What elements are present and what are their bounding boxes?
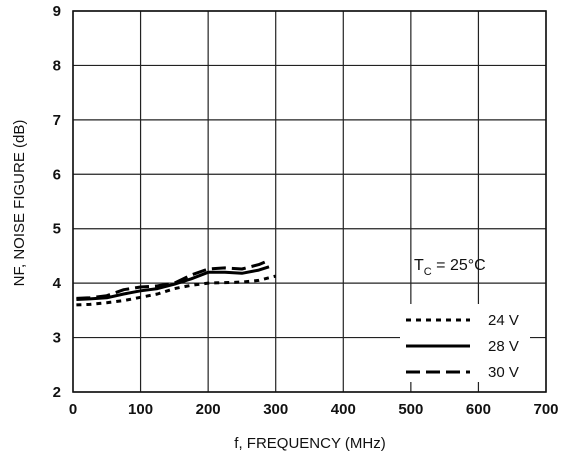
y-tick-labels: 2 3 4 5 6 7 8 9 [53, 3, 62, 401]
series-lines [76, 258, 277, 307]
x-tick-label-7: 700 [533, 401, 558, 418]
y-axis-label: NF, NOISE FIGURE (dB) [11, 120, 28, 287]
y-tick-label-0: 2 [53, 384, 61, 401]
legend-label-0: 24 V [488, 312, 519, 329]
legend-label-2: 30 V [488, 364, 519, 381]
x-tick-label-0: 0 [69, 401, 77, 418]
y-tick-label-1: 3 [53, 330, 61, 347]
y-tick-label-7: 9 [53, 3, 61, 20]
y-tick-label-5: 7 [53, 112, 61, 129]
temperature-annotation: TC = 25°C [414, 257, 486, 278]
legend-label-1: 28 V [488, 338, 519, 355]
plot-frame [72, 10, 547, 393]
legend-background [400, 304, 530, 382]
x-tick-labels: 0 100 200 300 400 500 600 700 [69, 401, 559, 418]
series-line-2 [76, 258, 270, 300]
grid [72, 10, 547, 393]
series-line-1 [76, 265, 270, 301]
annotation-main: T [414, 257, 424, 274]
x-tick-label-4: 400 [331, 401, 356, 418]
legend: 24 V 28 V 30 V [400, 304, 530, 382]
x-tick-label-3: 300 [263, 401, 288, 418]
x-tick-label-1: 100 [128, 401, 153, 418]
x-tick-label-2: 200 [196, 401, 221, 418]
x-tick-label-5: 500 [398, 401, 423, 418]
y-tick-label-6: 8 [53, 57, 61, 74]
annotation-sub: C [424, 266, 432, 278]
y-tick-label-2: 4 [53, 275, 62, 292]
y-tick-label-4: 6 [53, 166, 61, 183]
y-tick-label-3: 5 [53, 221, 61, 238]
x-axis-label: f, FREQUENCY (MHz) [234, 435, 385, 452]
annotation-rest: = 25°C [432, 257, 486, 274]
x-tick-label-6: 600 [466, 401, 491, 418]
series-line-0 [76, 274, 277, 307]
